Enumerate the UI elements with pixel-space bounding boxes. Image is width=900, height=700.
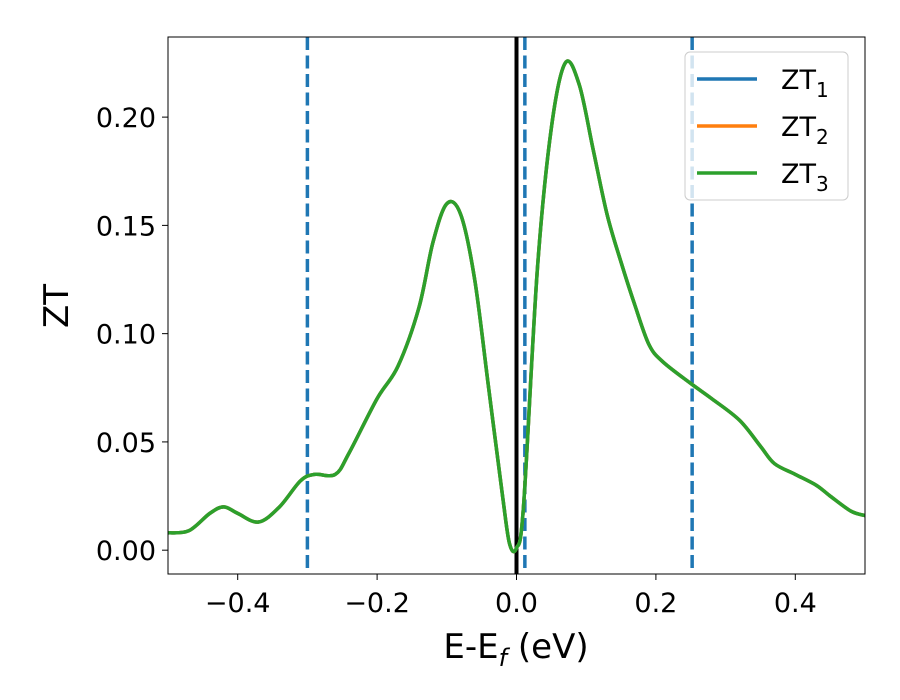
y-tick-label: 0.05 xyxy=(96,428,156,459)
y-tick-label: 0.00 xyxy=(96,536,156,567)
x-axis-label-unit: (eV) xyxy=(507,627,589,667)
legend-box xyxy=(684,51,849,201)
series-line-zt3 xyxy=(168,59,865,554)
x-tick-label: −0.4 xyxy=(205,588,271,619)
series-lines xyxy=(168,59,865,554)
legend-label-zt1: ZT1 xyxy=(781,65,829,102)
x-tick-label: 0.4 xyxy=(774,588,817,619)
y-axis-label: ZT xyxy=(37,284,77,328)
y-tick-label: 0.10 xyxy=(96,320,156,351)
x-tick-label: −0.2 xyxy=(344,588,410,619)
legend-label-zt3: ZT3 xyxy=(781,159,829,196)
y-tick-label: 0.20 xyxy=(96,103,156,134)
x-tick-label: 0.0 xyxy=(495,588,538,619)
y-axis-ticks: 0.00 0.05 0.10 0.15 0.20 xyxy=(96,103,168,567)
legend-label-zt2: ZT2 xyxy=(781,112,829,149)
x-tick-label: 0.2 xyxy=(634,588,677,619)
x-axis-ticks: −0.4 −0.2 0.0 0.2 0.4 xyxy=(205,574,817,619)
legend: ZT1 ZT2 ZT3 xyxy=(684,51,849,201)
x-axis-label: E-Ef (eV) xyxy=(443,627,588,672)
y-tick-label: 0.15 xyxy=(96,211,156,242)
